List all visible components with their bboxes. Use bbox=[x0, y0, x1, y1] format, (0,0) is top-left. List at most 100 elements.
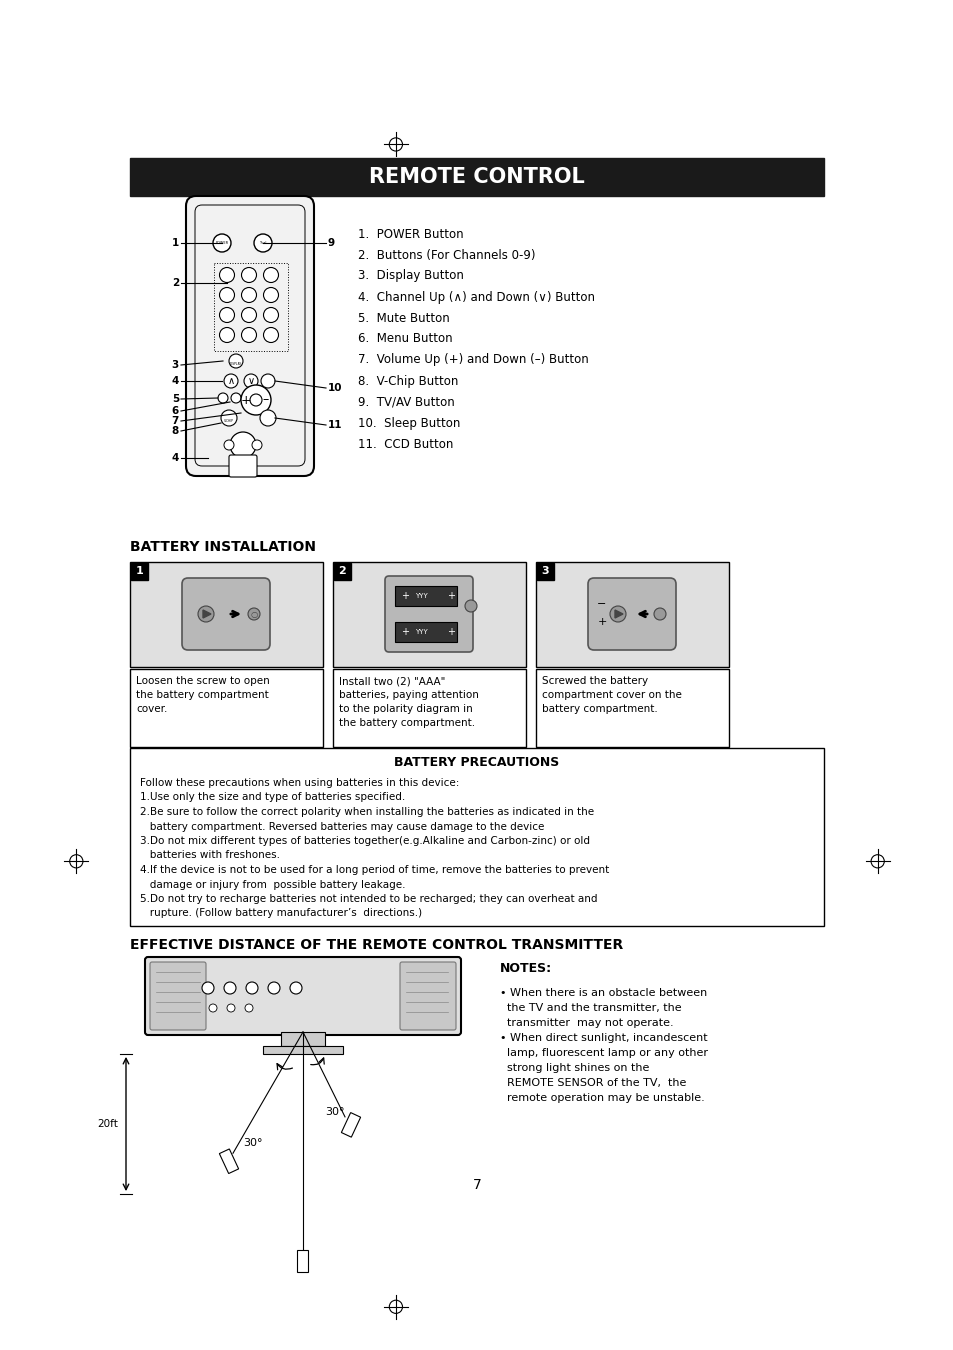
Text: 9: 9 bbox=[328, 238, 335, 248]
Circle shape bbox=[268, 981, 280, 994]
Text: 6: 6 bbox=[172, 406, 179, 416]
Bar bbox=[130, 670, 323, 747]
Text: 7: 7 bbox=[472, 1179, 481, 1192]
Bar bbox=[263, 1046, 343, 1054]
Bar bbox=[334, 563, 351, 580]
Text: 7.  Volume Up (+) and Down (–) Button: 7. Volume Up (+) and Down (–) Button bbox=[357, 354, 588, 366]
Text: damage or injury from  possible battery leakage.: damage or injury from possible battery l… bbox=[140, 879, 405, 890]
Text: 5.Do not try to recharge batteries not intended to be recharged; they can overhe: 5.Do not try to recharge batteries not i… bbox=[140, 894, 597, 904]
Circle shape bbox=[654, 608, 665, 620]
Circle shape bbox=[263, 328, 278, 343]
Text: ∧: ∧ bbox=[227, 377, 234, 386]
Circle shape bbox=[246, 981, 257, 994]
Bar bbox=[395, 586, 456, 606]
Bar bbox=[395, 622, 456, 643]
Text: Screwed the battery
compartment cover on the
battery compartment.: Screwed the battery compartment cover on… bbox=[541, 676, 681, 714]
Text: • When direct sunlight, incandescent: • When direct sunlight, incandescent bbox=[499, 1033, 707, 1044]
Text: –: – bbox=[263, 393, 269, 406]
Text: 2.Be sure to follow the correct polarity when installing the batteries as indica: 2.Be sure to follow the correct polarity… bbox=[140, 807, 594, 817]
Circle shape bbox=[253, 234, 272, 252]
Circle shape bbox=[241, 385, 271, 414]
Text: 11.  CCD Button: 11. CCD Button bbox=[357, 437, 453, 451]
Text: BATTERY INSTALLATION: BATTERY INSTALLATION bbox=[130, 540, 315, 553]
Circle shape bbox=[263, 288, 278, 302]
Text: +: + bbox=[400, 591, 409, 601]
Circle shape bbox=[224, 374, 237, 387]
Circle shape bbox=[221, 410, 236, 427]
Bar bbox=[131, 563, 148, 580]
Text: +: + bbox=[400, 626, 409, 637]
Circle shape bbox=[231, 393, 241, 404]
Text: 6.  Menu Button: 6. Menu Button bbox=[357, 332, 452, 346]
Text: REMOTE SENSOR of the TV,  the: REMOTE SENSOR of the TV, the bbox=[499, 1079, 685, 1088]
Bar bbox=[130, 158, 823, 196]
Circle shape bbox=[464, 599, 476, 612]
Circle shape bbox=[241, 267, 256, 282]
Text: 1.Use only the size and type of batteries specified.: 1.Use only the size and type of batterie… bbox=[140, 792, 405, 802]
Text: Follow these precautions when using batteries in this device:: Follow these precautions when using batt… bbox=[140, 778, 459, 788]
FancyBboxPatch shape bbox=[150, 963, 206, 1030]
Text: 20ft: 20ft bbox=[97, 1119, 118, 1129]
FancyBboxPatch shape bbox=[182, 578, 270, 649]
Text: 3.Do not mix different types of batteries together(e.g.Alkaline and Carbon-zinc): 3.Do not mix different types of batterie… bbox=[140, 836, 589, 846]
Text: 7: 7 bbox=[172, 416, 179, 427]
Text: +: + bbox=[240, 393, 251, 406]
Bar bbox=[536, 562, 728, 667]
Text: 2: 2 bbox=[338, 567, 346, 576]
Circle shape bbox=[227, 1004, 234, 1012]
Circle shape bbox=[219, 328, 234, 343]
Circle shape bbox=[252, 440, 262, 450]
Text: POWER: POWER bbox=[215, 242, 229, 244]
Text: +: + bbox=[597, 617, 606, 626]
Text: rupture. (Follow battery manufacturer’s  directions.): rupture. (Follow battery manufacturer’s … bbox=[140, 909, 421, 918]
Text: batteries with freshones.: batteries with freshones. bbox=[140, 850, 280, 860]
Circle shape bbox=[213, 234, 231, 252]
Bar bbox=[130, 748, 823, 926]
Circle shape bbox=[219, 308, 234, 323]
Text: 8: 8 bbox=[172, 427, 179, 436]
Text: +: + bbox=[447, 626, 455, 637]
Polygon shape bbox=[219, 1149, 238, 1173]
FancyBboxPatch shape bbox=[186, 196, 314, 477]
Bar bbox=[333, 562, 525, 667]
Text: 3.  Display Button: 3. Display Button bbox=[357, 270, 463, 282]
Text: 30°: 30° bbox=[243, 1138, 262, 1149]
Text: 4: 4 bbox=[172, 377, 179, 386]
Polygon shape bbox=[203, 610, 211, 618]
Text: V-CHIP: V-CHIP bbox=[224, 418, 233, 423]
Polygon shape bbox=[297, 1250, 308, 1272]
Text: remote operation may be unstable.: remote operation may be unstable. bbox=[499, 1094, 704, 1103]
Circle shape bbox=[224, 981, 235, 994]
Circle shape bbox=[198, 606, 213, 622]
Circle shape bbox=[245, 1004, 253, 1012]
Text: 5: 5 bbox=[172, 394, 179, 404]
Text: 4.If the device is not to be used for a long period of time, remove the batterie: 4.If the device is not to be used for a … bbox=[140, 865, 609, 875]
Circle shape bbox=[263, 267, 278, 282]
Bar bbox=[537, 563, 554, 580]
Circle shape bbox=[209, 1004, 216, 1012]
FancyBboxPatch shape bbox=[399, 963, 456, 1030]
Circle shape bbox=[260, 410, 275, 427]
Circle shape bbox=[609, 606, 625, 622]
Circle shape bbox=[229, 354, 243, 369]
Circle shape bbox=[224, 440, 233, 450]
Bar bbox=[281, 1031, 325, 1046]
Text: REMOTE CONTROL: REMOTE CONTROL bbox=[369, 167, 584, 188]
Polygon shape bbox=[341, 1112, 360, 1137]
Text: ○: ○ bbox=[250, 609, 257, 618]
Text: 4: 4 bbox=[172, 454, 179, 463]
Text: 2: 2 bbox=[172, 278, 179, 288]
Text: the TV and the transmitter, the: the TV and the transmitter, the bbox=[499, 1003, 680, 1012]
Text: 30°: 30° bbox=[325, 1107, 344, 1116]
Circle shape bbox=[218, 393, 228, 404]
FancyBboxPatch shape bbox=[145, 957, 460, 1035]
Text: Install two (2) "AAA"
batteries, paying attention
to the polarity diagram in
the: Install two (2) "AAA" batteries, paying … bbox=[338, 676, 478, 728]
Text: EFFECTIVE DISTANCE OF THE REMOTE CONTROL TRANSMITTER: EFFECTIVE DISTANCE OF THE REMOTE CONTROL… bbox=[130, 938, 622, 952]
Circle shape bbox=[202, 981, 213, 994]
Text: 3: 3 bbox=[541, 567, 549, 576]
Circle shape bbox=[241, 308, 256, 323]
Circle shape bbox=[248, 608, 260, 620]
Circle shape bbox=[290, 981, 302, 994]
Bar bbox=[213, 263, 288, 351]
Text: 4.  Channel Up (∧) and Down (∨) Button: 4. Channel Up (∧) and Down (∨) Button bbox=[357, 290, 595, 304]
